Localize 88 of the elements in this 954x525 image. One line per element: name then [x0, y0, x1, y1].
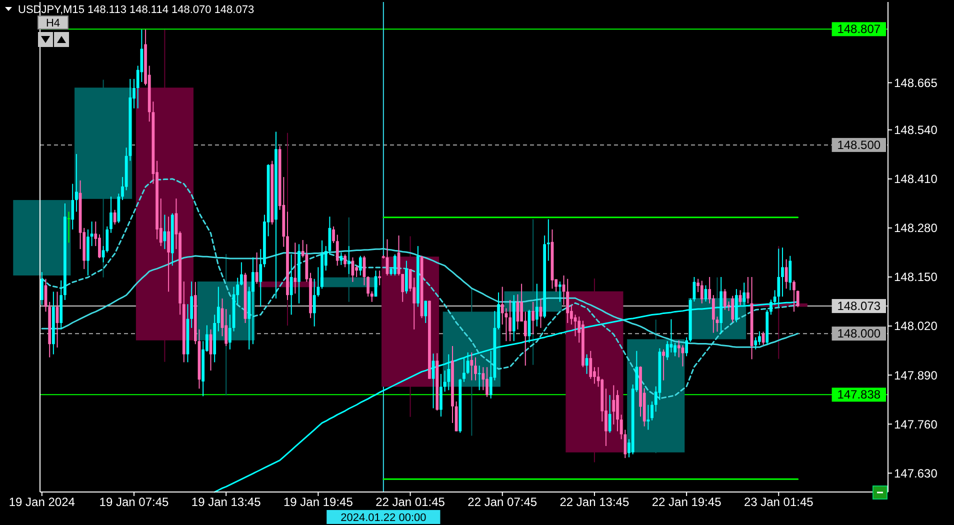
candlestick — [259, 248, 262, 308]
candlestick — [784, 258, 788, 290]
candlestick — [462, 356, 466, 382]
y-tick-label: 147.630 — [894, 466, 938, 480]
x-tick-label: 19 Jan 19:45 — [283, 495, 354, 509]
x-tick-label: 22 Jan 13:45 — [560, 495, 630, 509]
candlestick — [332, 226, 335, 244]
candlestick — [447, 354, 450, 391]
y-tick-label: 147.890 — [894, 368, 938, 382]
candlestick — [167, 216, 170, 292]
candlestick — [558, 281, 562, 302]
candlestick — [393, 254, 396, 276]
candlestick — [497, 292, 500, 330]
candlestick — [240, 262, 243, 286]
candlestick — [504, 308, 508, 342]
candlestick — [98, 234, 101, 259]
candlestick — [424, 300, 428, 324]
candlestick — [71, 183, 74, 230]
candlestick — [788, 255, 792, 291]
candlestick — [781, 247, 784, 298]
candlestick — [190, 281, 194, 328]
candlestick — [466, 352, 470, 374]
ref-line-label: 148.500 — [837, 138, 881, 152]
candlestick — [336, 234, 339, 266]
candlestick — [370, 290, 374, 302]
candlestick — [440, 373, 442, 418]
y-tick-label: 148.665 — [894, 76, 938, 90]
candlestick — [566, 278, 570, 324]
candlestick — [478, 365, 481, 391]
candlestick — [290, 254, 293, 316]
candlestick — [746, 276, 750, 304]
candlestick — [796, 290, 800, 308]
candlestick — [294, 242, 297, 294]
candlestick — [474, 356, 477, 381]
candlestick — [75, 154, 78, 212]
candlestick — [758, 330, 761, 346]
x-tick-label: 22 Jan 19:45 — [652, 495, 722, 509]
ref-line-label: 148.073 — [837, 299, 881, 314]
x-tick-label: 19 Jan 13:45 — [191, 495, 262, 509]
y-tick-label: 147.760 — [894, 417, 938, 432]
candlestick — [792, 280, 796, 312]
candlestick — [355, 265, 358, 278]
candlestick — [754, 336, 758, 350]
candlestick — [110, 196, 112, 234]
candlestick — [113, 209, 116, 226]
x-tick-label: 23 Jan 01:45 — [744, 495, 814, 509]
candlestick — [738, 290, 742, 306]
candlestick — [405, 260, 408, 294]
x-tick-label: 2024.01.22 00:00 — [340, 512, 426, 524]
candlestick — [470, 352, 474, 381]
candlestick — [508, 300, 512, 342]
candlestick — [486, 366, 488, 398]
candlestick — [650, 400, 654, 421]
candlestick — [646, 404, 650, 430]
x-tick-label: 22 Jan 07:45 — [468, 495, 538, 509]
x-tick-label: 19 Jan 07:45 — [99, 495, 170, 509]
ref-line-label: 148.807 — [837, 22, 881, 36]
ref-line-label: 147.838 — [837, 388, 881, 402]
y-tick-label: 148.020 — [894, 319, 938, 334]
y-tick-label: 148.410 — [894, 172, 938, 186]
candlestick — [216, 286, 220, 332]
x-tick-label: 22 Jan 01:45 — [376, 495, 446, 509]
candlestick — [723, 288, 726, 310]
candlestick — [535, 283, 538, 327]
candlestick — [482, 366, 485, 391]
candlestick — [685, 336, 688, 357]
candlestick — [40, 272, 44, 306]
candlestick — [612, 384, 616, 425]
timeframe-button: H4 — [38, 16, 68, 30]
candlestick — [366, 276, 370, 298]
candlestick — [252, 256, 254, 345]
x-tick-label: 19 Jan 2024 — [8, 495, 76, 509]
ref-line-label: 148.000 — [837, 326, 881, 341]
candlestick — [731, 295, 734, 323]
candlestick — [674, 342, 676, 357]
candlestick — [546, 218, 550, 262]
annotation: H4 — [46, 18, 60, 30]
y-tick-label: 148.150 — [894, 270, 938, 284]
candlestick — [344, 254, 346, 268]
candlestick — [532, 301, 535, 335]
candlestick — [589, 350, 592, 380]
y-tick-label: 148.540 — [894, 123, 938, 138]
candlestick — [358, 255, 362, 276]
candlestick — [228, 314, 232, 350]
candlestick — [378, 270, 382, 286]
candlestick — [662, 348, 665, 381]
y-tick-label: 148.280 — [894, 221, 938, 236]
candlestick — [700, 280, 704, 304]
